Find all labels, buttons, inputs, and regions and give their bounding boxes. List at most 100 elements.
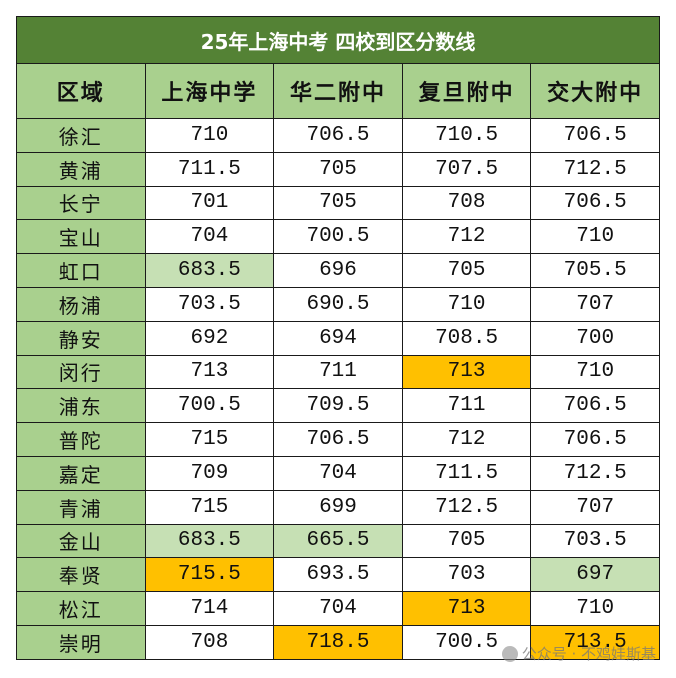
score-cell: 683.5 — [144, 523, 275, 559]
score-cell: 713 — [144, 354, 275, 390]
score-cell: 711.5 — [144, 151, 275, 187]
table-row: 浦东 700.5 709.5 711 706.5 — [16, 388, 660, 424]
table-row: 普陀 715 706.5 712 706.5 — [16, 422, 660, 457]
district-cell: 宝山 — [16, 219, 146, 255]
score-cell: 712.5 — [401, 489, 532, 525]
score-cell: 710 — [530, 591, 660, 626]
score-cell: 712 — [401, 219, 532, 255]
district-cell: 奉贤 — [16, 557, 146, 593]
table-row: 虹口 683.5 696 705 705.5 — [16, 253, 660, 288]
district-cell: 黄浦 — [16, 151, 146, 187]
score-cell: 704 — [273, 455, 403, 491]
district-cell: 崇明 — [16, 624, 146, 660]
score-cell: 706.5 — [273, 422, 403, 457]
score-cell: 704 — [144, 219, 275, 255]
score-cell: 697 — [530, 557, 660, 593]
header-school-huaer: 华二附中 — [273, 63, 403, 119]
score-cell: 710 — [401, 286, 532, 322]
score-cell: 710 — [144, 118, 275, 153]
district-cell: 普陀 — [16, 422, 146, 457]
table-row: 黄浦 711.5 705 707.5 712.5 — [16, 151, 660, 187]
district-cell: 虹口 — [16, 253, 146, 288]
table-row: 青浦 715 699 712.5 707 — [16, 489, 660, 525]
district-cell: 松江 — [16, 591, 146, 626]
table-row: 嘉定 709 704 711.5 712.5 — [16, 455, 660, 491]
score-cell: 700.5 — [401, 624, 532, 660]
score-cell: 714 — [144, 591, 275, 626]
score-cell: 713 — [401, 591, 532, 626]
district-cell: 青浦 — [16, 489, 146, 525]
score-cell: 710.5 — [401, 118, 532, 153]
district-cell: 浦东 — [16, 388, 146, 424]
table-body: 徐汇 710 706.5 710.5 706.5 黄浦 711.5 705 707.5 712.5… — [16, 118, 660, 660]
score-cell: 712.5 — [530, 151, 660, 187]
table-row: 崇明 708 718.5 700.5 713.5 — [16, 624, 660, 660]
score-cell: 692 — [144, 320, 275, 356]
score-table-container: 25年上海中考 四校到区分数线 区域 上海中学 华二附中 复旦附中 交大附中 徐… — [16, 16, 660, 660]
title-row: 25年上海中考 四校到区分数线 — [16, 16, 660, 64]
district-cell: 静安 — [16, 320, 146, 356]
score-cell: 703.5 — [530, 523, 660, 559]
district-cell: 金山 — [16, 523, 146, 559]
score-cell: 713 — [401, 354, 532, 390]
score-cell: 709.5 — [273, 388, 403, 424]
district-cell: 长宁 — [16, 185, 146, 221]
table-row: 闵行 713 711 713 710 — [16, 354, 660, 390]
score-cell: 703.5 — [144, 286, 275, 322]
score-cell: 696 — [273, 253, 403, 288]
score-cell: 708 — [401, 185, 532, 221]
score-cell: 690.5 — [273, 286, 403, 322]
score-cell: 703 — [401, 557, 532, 593]
score-cell: 704 — [273, 591, 403, 626]
district-cell: 闵行 — [16, 354, 146, 390]
score-cell: 706.5 — [530, 422, 660, 457]
score-cell: 705.5 — [530, 253, 660, 288]
score-cell: 715 — [144, 489, 275, 525]
score-cell: 712.5 — [530, 455, 660, 491]
score-cell: 708.5 — [401, 320, 532, 356]
header-row: 区域 上海中学 华二附中 复旦附中 交大附中 — [16, 63, 660, 119]
score-cell: 694 — [273, 320, 403, 356]
score-cell: 699 — [273, 489, 403, 525]
score-cell: 715.5 — [144, 557, 275, 593]
table-row: 金山 683.5 665.5 705 703.5 — [16, 523, 660, 559]
score-cell: 693.5 — [273, 557, 403, 593]
score-cell: 711 — [401, 388, 532, 424]
score-cell: 707.5 — [401, 151, 532, 187]
score-cell: 705 — [401, 253, 532, 288]
score-cell: 705 — [273, 151, 403, 187]
score-cell: 706.5 — [530, 388, 660, 424]
score-cell: 707 — [530, 286, 660, 322]
score-cell: 706.5 — [530, 118, 660, 153]
table-row: 静安 692 694 708.5 700 — [16, 320, 660, 356]
header-school-fudan-affiliated: 复旦附中 — [401, 63, 532, 119]
score-cell: 718.5 — [273, 624, 403, 660]
score-cell: 701 — [144, 185, 275, 221]
score-cell: 709 — [144, 455, 275, 491]
score-cell: 711 — [273, 354, 403, 390]
table-row: 奉贤 715.5 693.5 703 697 — [16, 557, 660, 593]
score-cell: 708 — [144, 624, 275, 660]
table-row: 长宁 701 705 708 706.5 — [16, 185, 660, 221]
district-cell: 杨浦 — [16, 286, 146, 322]
table-row: 宝山 704 700.5 712 710 — [16, 219, 660, 255]
score-cell: 707 — [530, 489, 660, 525]
district-cell: 徐汇 — [16, 118, 146, 153]
score-cell: 712 — [401, 422, 532, 457]
header-district: 区域 — [16, 63, 146, 119]
score-table: 25年上海中考 四校到区分数线 区域 上海中学 华二附中 复旦附中 交大附中 徐… — [16, 16, 660, 660]
score-cell: 715 — [144, 422, 275, 457]
score-cell: 705 — [273, 185, 403, 221]
table-row: 杨浦 703.5 690.5 710 707 — [16, 286, 660, 322]
score-cell: 683.5 — [144, 253, 275, 288]
score-cell: 705 — [401, 523, 532, 559]
score-cell: 665.5 — [273, 523, 403, 559]
table-title: 25年上海中考 四校到区分数线 — [16, 16, 660, 64]
score-cell: 700.5 — [273, 219, 403, 255]
score-cell: 706.5 — [273, 118, 403, 153]
score-cell: 711.5 — [401, 455, 532, 491]
table-row: 徐汇 710 706.5 710.5 706.5 — [16, 118, 660, 153]
header-school-shanghai-high: 上海中学 — [144, 63, 275, 119]
table-row: 松江 714 704 713 710 — [16, 591, 660, 626]
score-cell: 713.5 — [530, 624, 660, 660]
